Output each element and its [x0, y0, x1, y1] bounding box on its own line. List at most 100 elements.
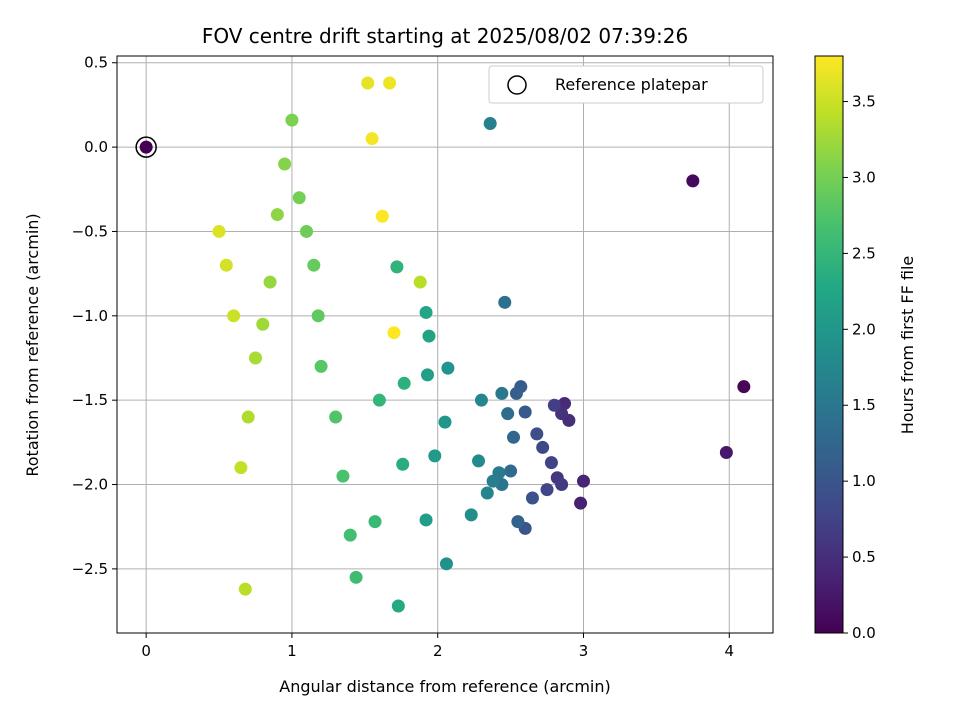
data-point [441, 361, 455, 375]
data-point [300, 224, 314, 238]
y-tick-label: 0.0 [84, 138, 108, 156]
data-point [375, 209, 389, 223]
data-points [135, 76, 751, 613]
colorbar-tick-label: 3.5 [852, 93, 876, 111]
data-point [540, 483, 554, 497]
data-point [464, 508, 478, 522]
data-point [343, 528, 357, 542]
data-point [419, 305, 433, 319]
data-point [509, 386, 523, 400]
chart-title: FOV centre drift starting at 2025/08/02 … [202, 24, 688, 48]
data-point [307, 258, 321, 272]
data-point [518, 405, 532, 419]
y-tick-label: −1.0 [72, 307, 108, 325]
y-axis-label: Rotation from reference (arcmin) [23, 213, 42, 476]
data-point [480, 486, 494, 500]
legend-marker [507, 75, 527, 95]
colorbar-tick-label: 0.0 [852, 624, 876, 642]
data-point [486, 474, 500, 488]
data-point [428, 449, 442, 463]
y-tick-label: −0.5 [72, 222, 108, 240]
data-point [238, 582, 252, 596]
data-point [737, 380, 751, 394]
data-point [241, 410, 255, 424]
data-point [219, 258, 233, 272]
data-point [139, 140, 153, 154]
y-tick-label: −2.5 [72, 560, 108, 578]
colorbar: 0.0 0.5 1.0 1.5 2.0 2.5 3.0 3.5 Hours from firs… [814, 55, 917, 642]
data-point [555, 478, 569, 492]
x-tick-label: 4 [724, 642, 734, 660]
x-axis-label: Angular distance from reference (arcmin) [279, 677, 610, 696]
grid [117, 56, 773, 633]
data-point [365, 132, 379, 146]
colorbar-gradient [814, 55, 844, 634]
colorbar-ticks: 0.0 0.5 1.0 1.5 2.0 2.5 3.0 3.5 [843, 93, 876, 642]
data-point [248, 351, 262, 365]
data-point [311, 309, 325, 323]
data-point [525, 491, 539, 505]
legend-label: Reference platepar [555, 75, 708, 94]
colorbar-tick-label: 1.0 [852, 472, 876, 490]
x-tick-label: 1 [287, 642, 297, 660]
data-point [256, 317, 270, 331]
data-point [368, 515, 382, 529]
data-point [439, 557, 453, 571]
data-point [438, 415, 452, 429]
data-point [349, 570, 363, 584]
data-point [686, 174, 700, 188]
data-point [234, 461, 248, 475]
data-point [719, 445, 733, 459]
colorbar-tick-label: 3.0 [852, 168, 876, 186]
data-point [472, 454, 486, 468]
colorbar-tick-label: 0.5 [852, 548, 876, 566]
data-point [383, 76, 397, 90]
data-point [507, 430, 521, 444]
data-point [530, 427, 544, 441]
colorbar-tick-label: 2.0 [852, 320, 876, 338]
colorbar-label: Hours from first FF file [898, 256, 917, 435]
data-point [390, 260, 404, 274]
data-point [413, 275, 427, 289]
y-tick-label: −2.0 [72, 476, 108, 494]
data-point [419, 513, 433, 527]
data-point [263, 275, 277, 289]
data-point [391, 599, 405, 613]
data-point [511, 515, 525, 529]
y-tick-label: −1.5 [72, 391, 108, 409]
data-point [278, 157, 292, 171]
colorbar-tick-label: 2.5 [852, 244, 876, 262]
legend: Reference platepar [488, 65, 764, 104]
data-point [421, 368, 435, 382]
data-point [501, 407, 515, 421]
data-point [397, 376, 411, 390]
x-axis-ticks: 0 1 2 3 4 [141, 633, 734, 660]
data-point [558, 397, 572, 411]
y-tick-label: 0.5 [84, 54, 108, 72]
reference-platepar-marker [135, 136, 157, 158]
data-point [544, 456, 558, 470]
data-point [483, 116, 497, 130]
data-point [396, 457, 410, 471]
data-point [498, 295, 512, 309]
data-point [555, 407, 569, 421]
data-point [547, 398, 561, 412]
data-point [495, 386, 509, 400]
data-point [504, 464, 518, 478]
data-point [285, 113, 299, 127]
x-tick-label: 3 [579, 642, 589, 660]
data-point [336, 469, 350, 483]
data-point [387, 326, 401, 340]
x-tick-label: 0 [141, 642, 151, 660]
data-point [314, 359, 328, 373]
data-point [372, 393, 386, 407]
colorbar-tick-label: 1.5 [852, 396, 876, 414]
data-point [227, 309, 241, 323]
x-tick-label: 2 [433, 642, 443, 660]
data-point [474, 393, 488, 407]
data-point [574, 496, 588, 510]
data-point [536, 440, 550, 454]
data-point [329, 410, 343, 424]
plot-frame [116, 55, 774, 634]
